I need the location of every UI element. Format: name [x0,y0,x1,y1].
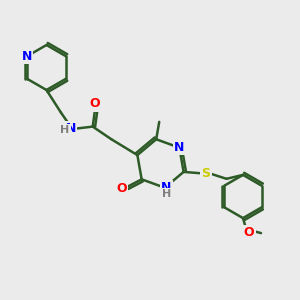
Text: O: O [244,226,254,239]
Text: O: O [116,182,127,195]
Text: N: N [22,50,32,63]
Text: H: H [60,125,69,136]
Text: N: N [66,122,76,136]
Text: N: N [174,141,184,154]
Text: H: H [162,189,171,199]
Text: N: N [161,181,172,194]
Text: S: S [202,167,211,180]
Text: O: O [90,97,101,110]
